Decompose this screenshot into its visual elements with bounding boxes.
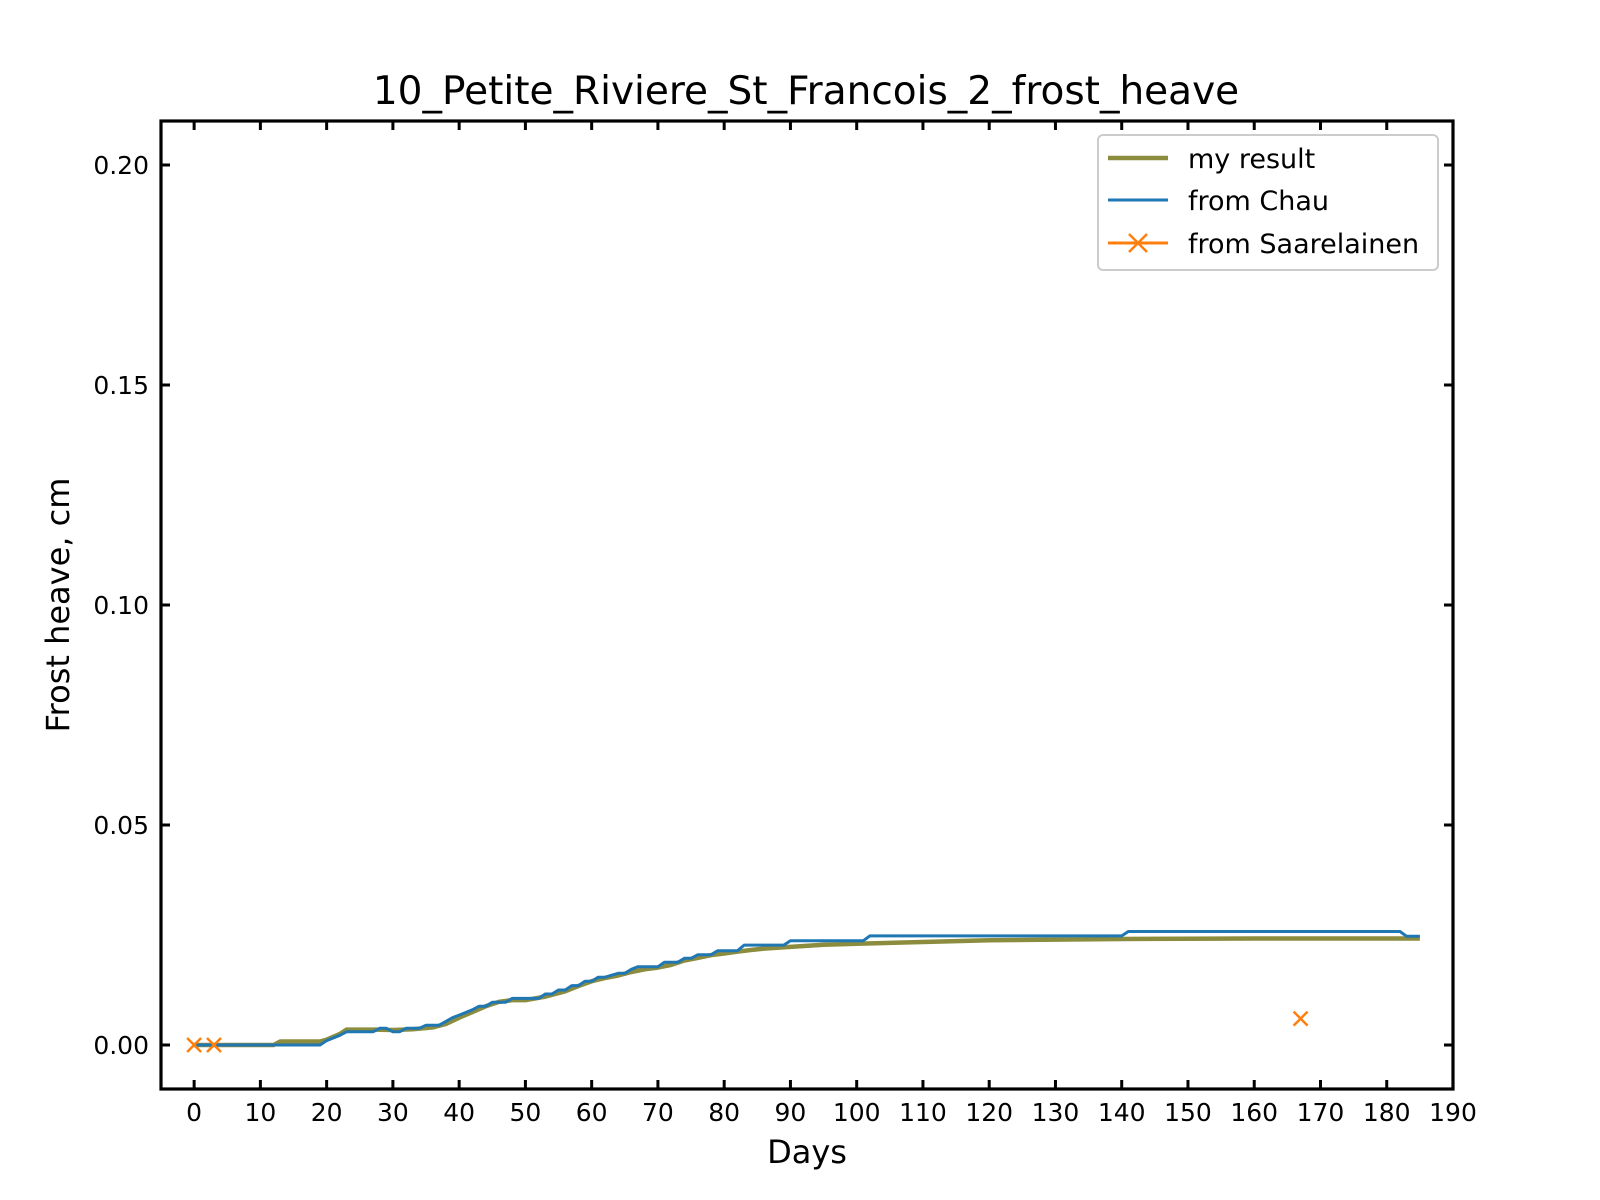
legend-marker-saarelainen	[1128, 233, 1148, 253]
x-tick-label: 10	[244, 1098, 276, 1127]
x-tick-label: 110	[899, 1098, 947, 1127]
legend: my result from Chau from Saarelainen	[1097, 134, 1439, 271]
x-tick-label: 130	[1032, 1098, 1080, 1127]
x-tick-label: 140	[1098, 1098, 1146, 1127]
saarelainen-marker	[206, 1037, 222, 1053]
legend-label-my-result: my result	[1188, 144, 1315, 175]
x-tick-label: 30	[377, 1098, 409, 1127]
x-axis-label: Days	[767, 1133, 847, 1171]
x-tick-label: 40	[443, 1098, 475, 1127]
chart-title: 10_Petite_Riviere_St_Francois_2_frost_he…	[373, 69, 1239, 114]
x-tick-label: 150	[1164, 1098, 1212, 1127]
x-tick-label: 100	[833, 1098, 881, 1127]
series-line-chau	[194, 930, 1420, 1047]
x-tick-label: 120	[965, 1098, 1013, 1127]
y-tick-label: 0.15	[93, 371, 149, 400]
series-layer	[186, 930, 1420, 1053]
y-tick-label: 0.10	[93, 591, 149, 620]
x-tick-label: 180	[1363, 1098, 1411, 1127]
legend-label-chau: from Chau	[1188, 186, 1329, 217]
y-axis-label: Frost heave, cm	[39, 478, 77, 733]
x-tick-label: 170	[1297, 1098, 1345, 1127]
y-tick-label: 0.00	[93, 1031, 149, 1060]
legend-box	[1097, 134, 1439, 271]
x-tick-label: 60	[576, 1098, 608, 1127]
saarelainen-marker	[1292, 1010, 1309, 1027]
x-tick-label: 0	[186, 1098, 202, 1127]
plot-frame	[159, 119, 1455, 1091]
ticks-layer: 0 10 20 30 40 50 60 70 80 90 100 110 120 130 140 150 160…	[93, 121, 1477, 1127]
saarelainen-marker	[186, 1037, 203, 1053]
x-tick-label: 50	[510, 1098, 542, 1127]
x-tick-label: 80	[708, 1098, 740, 1127]
x-tick-label: 190	[1429, 1098, 1477, 1127]
legend-label-saarelainen: from Saarelainen	[1188, 229, 1419, 260]
x-tick-label: 70	[642, 1098, 674, 1127]
y-tick-label: 0.05	[93, 811, 149, 840]
x-tick-label: 160	[1230, 1098, 1278, 1127]
x-tick-label: 20	[311, 1098, 343, 1127]
y-tick-label: 0.20	[93, 151, 149, 180]
x-tick-label: 90	[775, 1098, 807, 1127]
